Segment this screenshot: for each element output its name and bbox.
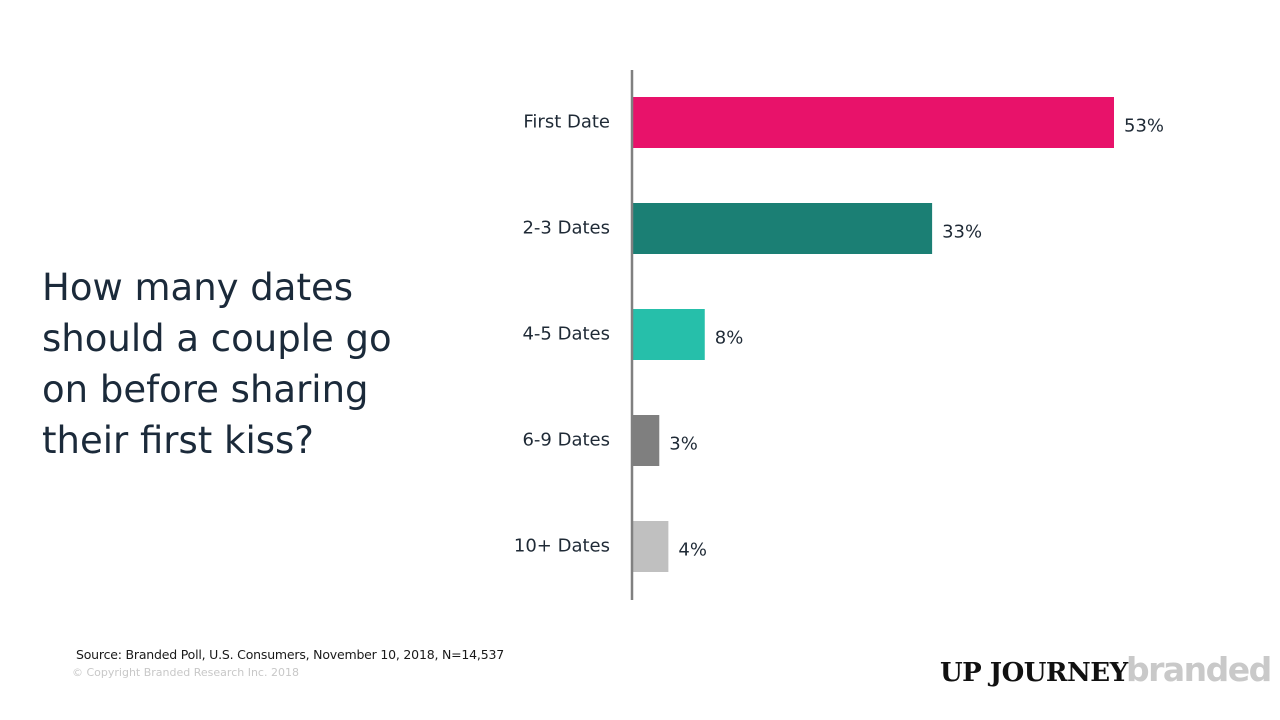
value-label: 3% [669, 434, 698, 455]
value-label: 4% [678, 540, 707, 561]
value-label: 33% [942, 222, 982, 243]
copyright-note: © Copyright Branded Research Inc. 2018 [72, 666, 299, 679]
category-label: First Date [523, 112, 610, 133]
bar-6-9-dates [632, 415, 660, 466]
upjourney-logo: UP JOURNEY [940, 658, 1128, 688]
bar-4-5-dates [632, 309, 705, 360]
category-label: 2-3 Dates [522, 218, 610, 239]
category-label: 4-5 Dates [522, 324, 610, 345]
bar-first-date [632, 97, 1114, 148]
value-label: 8% [715, 328, 744, 349]
source-note: Source: Branded Poll, U.S. Consumers, No… [76, 647, 504, 662]
category-label: 10+ Dates [514, 536, 610, 557]
question-title: How many dates should a couple go on bef… [42, 266, 392, 462]
bar-2-3-dates [632, 203, 933, 254]
value-label: 53% [1124, 116, 1164, 137]
category-label: 6-9 Dates [522, 430, 610, 451]
bar-10-dates [632, 521, 669, 572]
branded-logo: branded [1126, 650, 1272, 689]
